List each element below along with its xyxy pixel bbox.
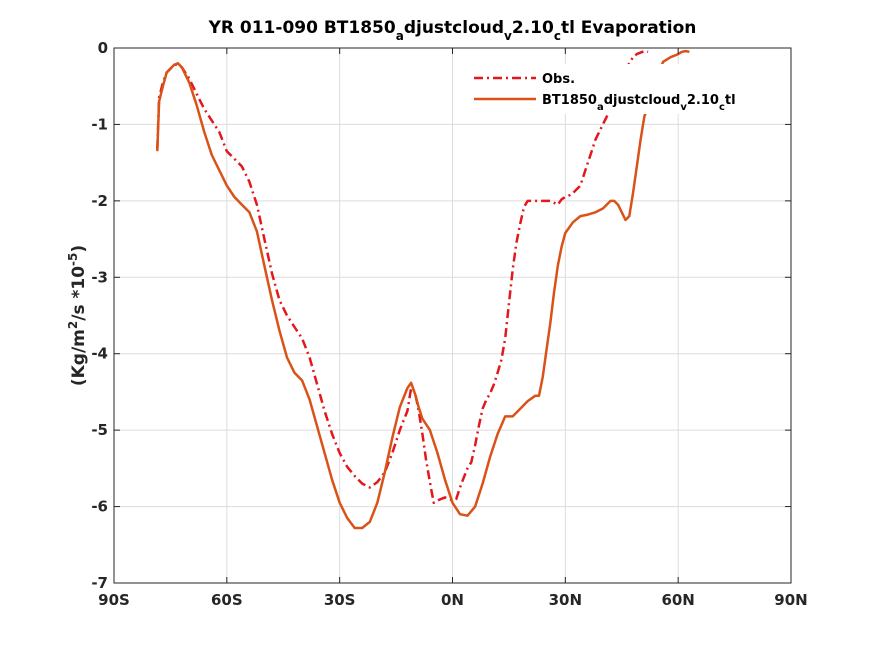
y-tick-label: -5 xyxy=(91,421,108,439)
grid-lines xyxy=(113,47,792,584)
series-group xyxy=(156,49,690,530)
y-tick-label: 0 xyxy=(98,39,108,57)
x-tick-label: 90N xyxy=(774,591,807,609)
x-tick-label: 0N xyxy=(441,591,464,609)
x-tick-label: 90S xyxy=(98,591,130,609)
x-tick-label: 60N xyxy=(661,591,694,609)
chart-title: YR 011-090 BT1850adjustcloudv2.10ctl Eva… xyxy=(208,18,697,43)
y-tick-label: -2 xyxy=(91,192,108,210)
x-axis-ticks: 90S 60S 30S 0N 30N 60N 90N xyxy=(98,48,808,609)
legend: Obs. BT1850adjustcloudv2.10ctl xyxy=(468,64,778,114)
y-tick-label: -7 xyxy=(91,574,108,592)
y-tick-label: -1 xyxy=(91,115,108,133)
y-tick-label: -4 xyxy=(91,345,108,363)
y-tick-label: -3 xyxy=(91,268,108,286)
legend-label-model: BT1850adjustcloudv2.10ctl xyxy=(542,93,736,113)
y-tick-label: -6 xyxy=(91,498,108,516)
x-tick-label: 60S xyxy=(211,591,243,609)
legend-label-obs: Obs. xyxy=(542,72,575,87)
series-line-0 xyxy=(156,49,649,505)
x-tick-label: 30N xyxy=(549,591,582,609)
y-axis-ticks: 0 -1 -2 -3 -4 -5 -6 -7 xyxy=(91,39,791,592)
y-axis-label: (Kg/m2/s *10-5) xyxy=(66,245,89,386)
legend-box xyxy=(468,64,778,114)
series-line-1 xyxy=(156,49,690,530)
x-tick-label: 30S xyxy=(324,591,356,609)
